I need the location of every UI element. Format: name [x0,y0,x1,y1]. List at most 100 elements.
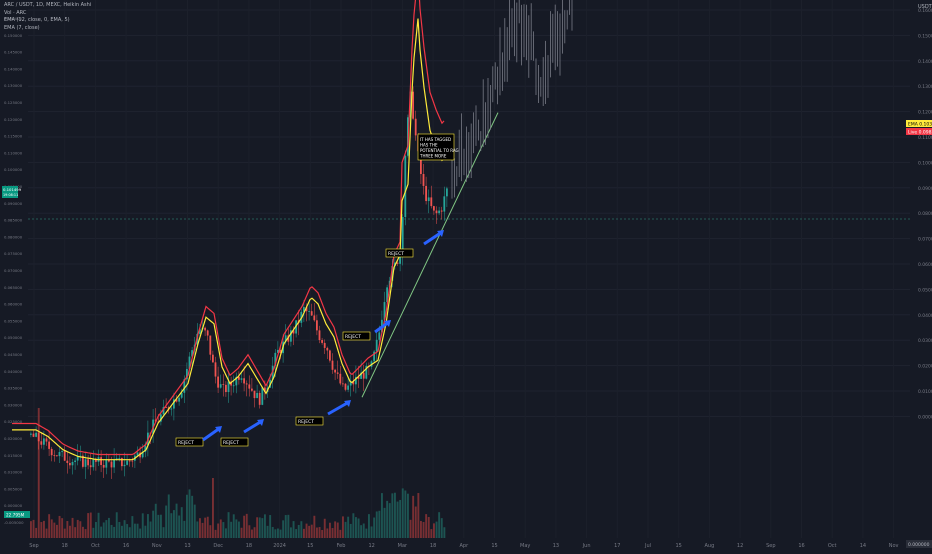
legend-ema-slow[interactable]: EMA (7, close) [4,25,91,33]
left-price-badge: 0.101499 [3,187,22,192]
left-tick-label: 0.020000 [4,436,23,441]
volume-bar [246,514,248,538]
volume-bar [111,525,113,538]
volume-bar [243,516,245,538]
candle-body [124,465,126,466]
time-tick-label: 18 [62,543,68,549]
volume-bar [165,506,167,538]
volume-bar [430,529,432,538]
time-tick-label: 13 [184,543,190,549]
volume-bar [77,520,79,538]
candle-body [446,188,448,196]
legend-volume[interactable]: Vol · ARC [4,10,91,18]
right-tick-label: 0.100000 [918,160,932,166]
left-tick-label: 0.055000 [4,318,23,323]
volume-bar [124,520,126,538]
candle-body [332,361,334,370]
note-text: POTENTIAL TO RAG [420,148,459,153]
volume-bar [324,519,326,538]
candle-body [111,462,113,468]
volume-bar [204,518,206,538]
candle-body [256,393,258,398]
candle-body [33,434,35,437]
candle-body [428,197,430,201]
time-tick-label: 14 [860,543,866,549]
volume-bar [222,522,224,538]
left-tick-label: 0.145000 [4,50,23,55]
time-tick-label: Dec [213,543,223,549]
left-tick-label: 0.025000 [4,419,23,424]
live-badge: Live 0.098576 [908,130,932,136]
volume-bar [321,530,323,538]
right-tick-label: 0.140000 [918,59,932,65]
volume-bar [173,510,175,538]
candle-body [378,332,380,339]
volume-bar [199,518,201,538]
time-tick-label: Jun [582,543,591,549]
left-tick-label: 0.080000 [4,234,23,239]
reject-label: REJECT [388,251,404,257]
candle-body [402,217,404,254]
candle-body [324,343,326,348]
volume-bar [308,526,310,538]
volume-bar [51,519,53,538]
volume-bar [72,518,74,538]
volume-bar [360,525,362,538]
left-tick-label: -0.005000 [4,520,24,525]
volume-bar [261,518,263,538]
legend-ema-fast[interactable]: EMA (12, close, 0, EMA, 5) [4,17,91,25]
candle-body [113,460,115,468]
volume-bar [277,529,279,538]
candle-body [233,385,235,386]
candle-body [243,378,245,383]
time-tick-label: Oct [828,543,837,549]
left-tick-label: 0.140000 [4,66,23,71]
candle-body [118,458,120,459]
volume-bar [423,522,425,538]
volume-bar [189,489,191,538]
legend-symbol[interactable]: ARC / USDT, 1D, MEXC, Heikin Ashi [4,2,91,10]
candle-body [415,119,417,136]
note-text: HAS THE [420,143,438,148]
volume-bar [293,521,295,538]
candle-body [35,433,37,437]
volume-bar [256,517,258,538]
candle-body [126,461,128,465]
left-tick-label: 0.045000 [4,352,23,357]
right-tick-label: 0.060000 [918,262,932,268]
volume-bar [233,514,235,538]
volume-bar [433,523,435,538]
candle-body [254,391,256,398]
candle-body [222,384,224,385]
candle-body [423,174,425,186]
volume-bar [342,516,344,538]
volume-bar [202,523,204,538]
left-tick-label: 0.040000 [4,369,23,374]
time-tick-label: 15 [307,543,313,549]
volume-bar [116,512,118,538]
time-tick-label: 18 [246,543,252,549]
time-tick-label: 2024 [273,543,286,549]
volume-bar [394,493,396,538]
candle-body [204,328,206,331]
volume-bar [79,521,81,538]
volume-bar [30,521,32,538]
candle-body [339,374,341,384]
volume-bar [46,529,48,538]
volume-bar [144,526,146,538]
candle-body [209,336,211,355]
left-tick-label: 0.060000 [4,302,23,307]
volume-bar [313,516,315,538]
candle-body [61,451,63,452]
reject-label: REJECT [298,419,314,425]
candle-body [85,459,87,467]
volume-bar [228,512,230,538]
reject-label: REJECT [178,440,194,446]
candle-body [337,373,339,374]
candle-body [225,385,227,392]
volume-bar [269,515,271,538]
left-tick-label: 0.070000 [4,268,23,273]
